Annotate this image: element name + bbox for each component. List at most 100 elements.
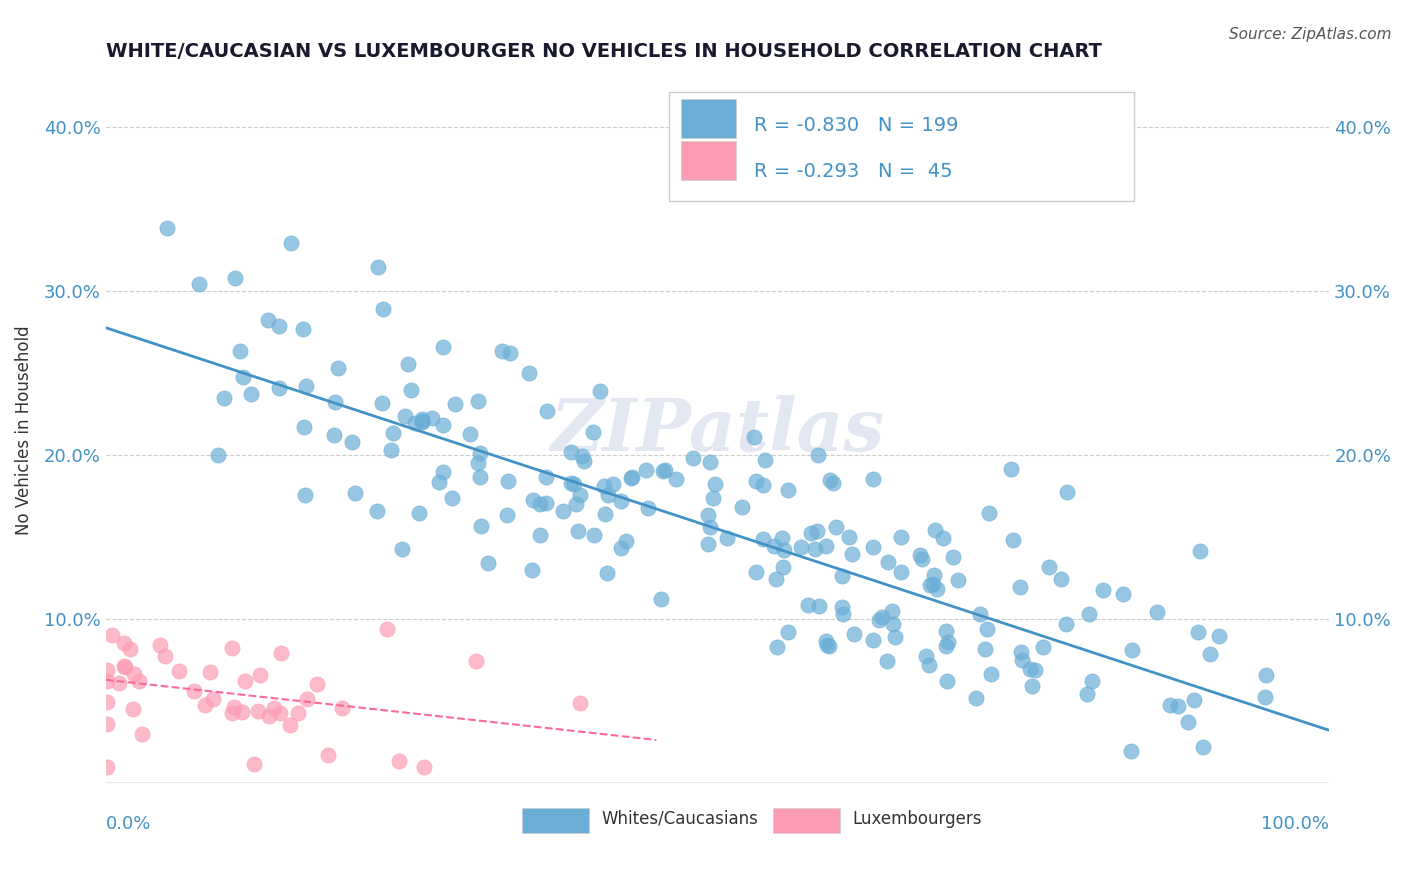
Point (868, 613, 890, 627)
Point (269, 319, 291, 334)
Point (637, 501, 659, 516)
Point (427, 475, 450, 490)
Point (841, 547, 863, 561)
Point (589, 384, 612, 399)
Point (269, 706, 291, 720)
Point (326, 361, 349, 376)
Point (212, 391, 235, 405)
Point (432, 340, 454, 354)
Point (765, 572, 787, 586)
Point (682, 451, 704, 466)
Point (932, 531, 955, 545)
Point (375, 622, 398, 636)
Point (96, 673, 118, 688)
Point (96, 663, 118, 677)
Point (458, 426, 481, 441)
Point (388, 754, 411, 768)
Point (742, 429, 765, 443)
Point (772, 560, 794, 574)
Point (1050, 573, 1073, 587)
Text: R = -0.830   N = 199: R = -0.830 N = 199 (754, 117, 959, 136)
Point (593, 507, 616, 521)
Point (519, 366, 541, 380)
Point (396, 357, 419, 371)
Text: 100.0%: 100.0% (1261, 815, 1329, 833)
Point (751, 478, 773, 492)
Point (1010, 645, 1032, 659)
Point (890, 530, 912, 544)
Point (654, 463, 676, 477)
Point (620, 471, 643, 485)
Point (499, 346, 522, 360)
Point (287, 706, 309, 721)
Point (862, 540, 884, 554)
Point (1189, 544, 1212, 558)
FancyBboxPatch shape (681, 99, 735, 137)
Point (470, 518, 492, 533)
Point (1038, 560, 1060, 574)
Point (270, 646, 292, 660)
Point (522, 493, 544, 508)
Point (935, 624, 957, 638)
Point (292, 420, 315, 434)
Point (790, 541, 813, 555)
Point (408, 506, 430, 520)
Point (297, 691, 319, 706)
Point (187, 277, 209, 291)
Point (969, 607, 991, 621)
Point (1002, 533, 1025, 547)
Point (1076, 687, 1098, 701)
Point (441, 491, 464, 506)
Point (946, 573, 969, 587)
Point (1032, 640, 1054, 654)
Point (263, 701, 285, 715)
Point (976, 622, 998, 636)
Point (773, 542, 796, 557)
Point (156, 221, 179, 235)
Point (470, 470, 492, 484)
Text: Luxembourgers: Luxembourgers (852, 810, 981, 828)
Point (343, 486, 366, 500)
Point (870, 610, 893, 624)
Point (1208, 629, 1230, 643)
Point (696, 537, 718, 551)
FancyBboxPatch shape (681, 141, 735, 180)
Point (120, 642, 142, 657)
Point (183, 684, 205, 698)
Point (96, 760, 118, 774)
Point (411, 412, 433, 426)
Point (194, 698, 217, 713)
FancyBboxPatch shape (669, 92, 1133, 201)
Point (650, 591, 672, 606)
Point (614, 533, 637, 548)
Point (977, 506, 1000, 520)
Point (936, 673, 959, 688)
Text: R = -0.293   N =  45: R = -0.293 N = 45 (754, 162, 953, 181)
Point (128, 674, 150, 689)
Point (1177, 714, 1199, 729)
Point (744, 474, 766, 488)
Point (1077, 607, 1099, 621)
Point (1054, 616, 1077, 631)
Point (831, 569, 853, 583)
Point (882, 617, 904, 632)
Point (818, 473, 841, 487)
Point (921, 576, 943, 591)
Point (1112, 587, 1135, 601)
Point (318, 747, 340, 762)
Point (465, 654, 488, 668)
Point (814, 539, 837, 553)
Point (491, 344, 513, 359)
Point (862, 632, 884, 647)
Point (1121, 643, 1143, 657)
Text: WHITE/CAUCASIAN VS LUXEMBOURGER NO VEHICLES IN HOUSEHOLD CORRELATION CHART: WHITE/CAUCASIAN VS LUXEMBOURGER NO VEHIC… (105, 42, 1102, 61)
Point (305, 677, 328, 691)
Point (371, 301, 394, 316)
Point (167, 664, 190, 678)
Point (96, 717, 118, 731)
Point (806, 448, 828, 462)
Point (831, 599, 853, 614)
Point (432, 418, 454, 433)
Point (602, 476, 624, 491)
Point (1182, 693, 1205, 707)
